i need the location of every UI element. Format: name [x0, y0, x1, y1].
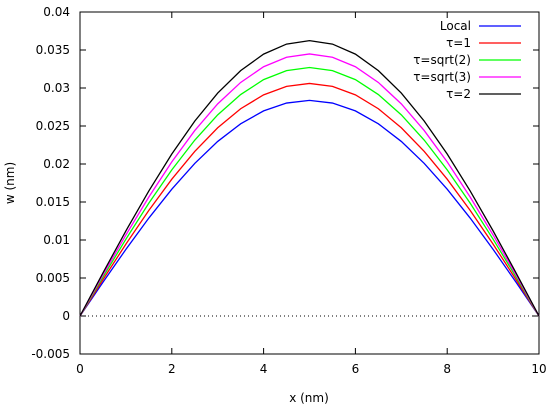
- x-axis-ticks: 0 2 4 6 8 10: [76, 12, 547, 376]
- legend-label: τ=sqrt(3): [413, 70, 471, 84]
- legend: Local τ=1 τ=sqrt(2) τ=sqrt(3) τ=2: [413, 19, 521, 101]
- y-tick-label: 0.035: [36, 43, 70, 57]
- series-line-2: [79, 66, 540, 317]
- y-axis-label: w (nm): [3, 162, 17, 204]
- y-tick-label: 0.04: [43, 5, 70, 19]
- legend-label: τ=2: [446, 87, 471, 101]
- y-tick-label: 0.03: [43, 81, 70, 95]
- x-tick-label: 0: [76, 362, 84, 376]
- x-axis-label: x (nm): [289, 391, 329, 405]
- y-axis-ticks: -0.005 0 0.005 0.01 0.015 0.02 0.025 0.03 0.035 0…: [31, 5, 539, 361]
- y-tick-label: 0: [62, 309, 70, 323]
- x-tick-label: 2: [168, 362, 176, 376]
- y-tick-label: 0.015: [36, 195, 70, 209]
- series-line-4: [79, 39, 540, 317]
- series-lines: [79, 39, 540, 317]
- series-line-1: [79, 82, 540, 317]
- series-line-3: [79, 53, 540, 317]
- x-tick-label: 8: [443, 362, 451, 376]
- y-tick-label: -0.005: [31, 347, 70, 361]
- legend-label: τ=sqrt(2): [413, 53, 471, 67]
- plot-frame: [79, 11, 540, 355]
- x-tick-label: 6: [352, 362, 360, 376]
- legend-label: τ=1: [446, 36, 471, 50]
- y-tick-label: 0.025: [36, 119, 70, 133]
- x-tick-label: 10: [531, 362, 546, 376]
- y-tick-label: 0.02: [43, 157, 70, 171]
- x-tick-label: 4: [260, 362, 268, 376]
- legend-label: Local: [440, 19, 471, 33]
- series-line-0: [79, 99, 540, 317]
- y-tick-label: 0.01: [43, 233, 70, 247]
- y-tick-label: 0.005: [36, 271, 70, 285]
